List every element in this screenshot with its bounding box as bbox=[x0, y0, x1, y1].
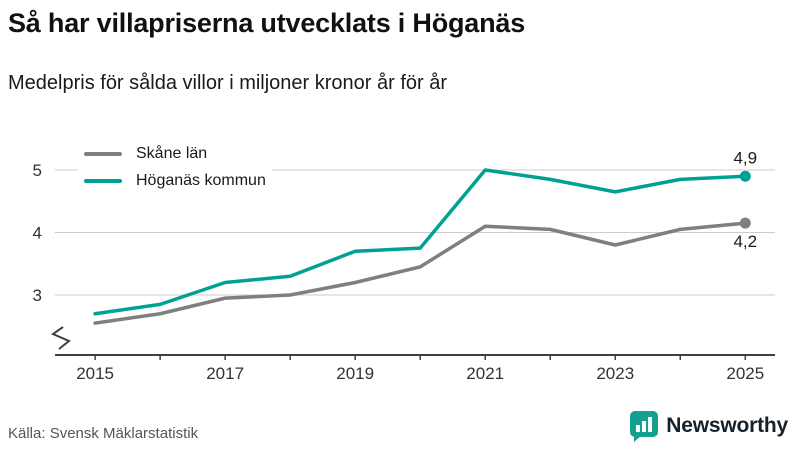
series-end-label-0: 4,2 bbox=[733, 232, 757, 251]
axis-break-mark bbox=[50, 326, 71, 350]
line-chart: 3 4 5 2015 2017 2019 2021 2023 2025 4,2 4,9 Skåne … bbox=[0, 125, 800, 395]
legend-item-hoganas: Höganäs kommun bbox=[84, 172, 266, 190]
newsworthy-icon bbox=[630, 411, 659, 442]
chart-canvas: 3 4 5 2015 2017 2019 2021 2023 2025 4,2 4,9 bbox=[33, 148, 775, 383]
series-end-dot-0 bbox=[739, 217, 751, 229]
series-line-0 bbox=[93, 221, 748, 325]
newsworthy-logo[interactable]: Newsworthy bbox=[629, 410, 788, 442]
x-axis-label: 2023 bbox=[596, 364, 634, 383]
x-axis-label: 2021 bbox=[466, 364, 504, 383]
newsworthy-wordmark: Newsworthy bbox=[666, 414, 788, 437]
series-line-1 bbox=[93, 168, 748, 316]
x-axis-label: 2019 bbox=[336, 364, 374, 383]
page-title: Så har villapriserna utvecklats i Höganä… bbox=[8, 8, 526, 38]
x-axis-label: 2015 bbox=[76, 364, 114, 383]
x-axis-label: 2025 bbox=[726, 364, 764, 383]
source-text: Källa: Svensk Mäklarstatistik bbox=[8, 425, 199, 442]
legend-swatch-skane bbox=[84, 152, 122, 156]
y-axis-label: 4 bbox=[33, 224, 42, 243]
series-end-label-1: 4,9 bbox=[733, 148, 757, 167]
legend-label-skane: Skåne län bbox=[136, 145, 208, 162]
legend-item-skane: Skåne län bbox=[84, 145, 266, 163]
legend-label-hoganas: Höganäs kommun bbox=[136, 172, 266, 189]
y-axis-label: 5 bbox=[33, 161, 42, 180]
page-subtitle: Medelpris för sålda villor i miljoner kr… bbox=[8, 72, 448, 94]
x-axis-label: 2017 bbox=[206, 364, 244, 383]
y-axis-label: 3 bbox=[33, 286, 42, 305]
legend-swatch-hoganas bbox=[84, 179, 122, 183]
chart-legend: Skåne län Höganäs kommun bbox=[78, 143, 272, 192]
series-end-dot-1 bbox=[739, 170, 751, 182]
